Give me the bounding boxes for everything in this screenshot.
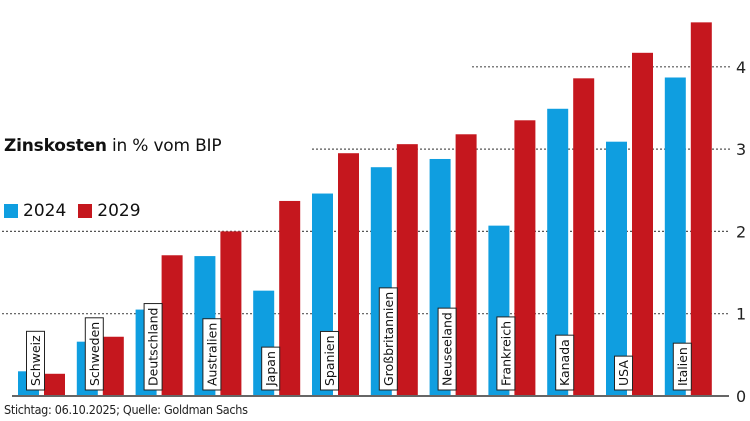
category-label-text: USA xyxy=(616,360,631,386)
category-label-schweiz: Schweiz xyxy=(26,330,45,391)
category-label-box xyxy=(496,316,516,391)
bar-usa-2029 xyxy=(632,52,653,397)
category-label-japan: Japan xyxy=(261,346,281,391)
category-label-text: Spanien xyxy=(322,335,337,386)
bar-großbritannien-2029 xyxy=(396,144,418,396)
chart-title-rest: in % vom BIP xyxy=(106,136,222,156)
category-label-italien: Italien xyxy=(672,342,692,391)
category-label-box xyxy=(614,355,633,391)
y-tick-label-3: 3 xyxy=(736,140,746,159)
source-note: Stichtag: 06.10.2025; Quelle: Goldman Sa… xyxy=(4,402,248,417)
legend-item-2024: 2024 xyxy=(4,201,66,221)
legend: 2024 2029 xyxy=(4,201,153,221)
category-label-deutschland: Deutschland xyxy=(143,303,163,391)
category-label-neuseeland: Neuseeland xyxy=(437,307,457,391)
category-label-text: Italien xyxy=(675,347,690,386)
category-label-box xyxy=(261,346,281,391)
category-label-text: Kanada xyxy=(557,339,572,386)
bar-australien-2029 xyxy=(220,231,242,396)
legend-swatch-2024 xyxy=(4,204,18,218)
category-label-text: Australien xyxy=(204,323,219,386)
category-label-großbritannien: Großbritannien xyxy=(378,287,398,391)
category-label-kanada: Kanada xyxy=(555,334,575,391)
y-tick-label-0: 0 xyxy=(736,387,746,406)
category-label-text: Frankreich xyxy=(498,321,513,386)
category-label-usa: USA xyxy=(614,355,633,391)
bar-kanada-2029 xyxy=(573,78,595,397)
legend-label-2024: 2024 xyxy=(23,201,67,221)
category-label-text: Schweiz xyxy=(28,335,43,386)
y-axis: 0 1 2 3 4 xyxy=(12,58,746,406)
category-label-frankreich: Frankreich xyxy=(496,316,516,391)
category-label-box xyxy=(320,330,339,391)
category-label-box xyxy=(672,342,692,391)
category-label-text: Japan xyxy=(263,351,278,387)
category-label-box xyxy=(202,318,222,391)
category-label-box xyxy=(555,334,575,391)
category-label-australien: Australien xyxy=(202,318,222,391)
bars xyxy=(18,22,712,397)
category-labels: Schweiz Schweden Deutschland Australien Japa… xyxy=(26,287,692,391)
bar-italien-2029 xyxy=(690,22,712,396)
category-label-box xyxy=(437,307,457,391)
category-label-text: Neuseeland xyxy=(440,312,455,386)
legend-item-2029: 2029 xyxy=(78,201,141,221)
category-label-box xyxy=(84,317,104,391)
category-label-schweden: Schweden xyxy=(84,317,104,391)
bar-frankreich-2029 xyxy=(514,120,536,397)
chart-title-bold: Zinskosten xyxy=(4,136,107,156)
category-label-box xyxy=(143,303,163,391)
category-label-box xyxy=(26,330,45,391)
bar-spanien-2029 xyxy=(338,153,359,396)
bar-japan-2029 xyxy=(279,200,301,396)
chart-title: Zinskosten in % vom BIP xyxy=(4,136,222,156)
bar-kanada-2024 xyxy=(547,108,569,396)
category-label-text: Schweden xyxy=(87,322,102,386)
y-tick-label-2: 2 xyxy=(736,222,746,241)
bar-usa-2024 xyxy=(606,141,627,396)
bar-italien-2024 xyxy=(664,77,686,397)
bar-deutschland-2029 xyxy=(161,255,183,396)
legend-swatch-2029 xyxy=(78,204,93,218)
y-tick-label-1: 1 xyxy=(736,305,746,324)
category-label-box xyxy=(378,287,398,391)
bar-schweiz-2029 xyxy=(44,373,65,396)
category-label-text: Großbritannien xyxy=(381,292,396,386)
category-label-spanien: Spanien xyxy=(320,330,339,391)
y-tick-label-4: 4 xyxy=(736,58,746,77)
bar-neuseeland-2029 xyxy=(455,134,477,396)
legend-label-2029: 2029 xyxy=(97,201,141,221)
category-label-text: Deutschland xyxy=(146,308,161,386)
bar-schweden-2029 xyxy=(102,336,124,396)
